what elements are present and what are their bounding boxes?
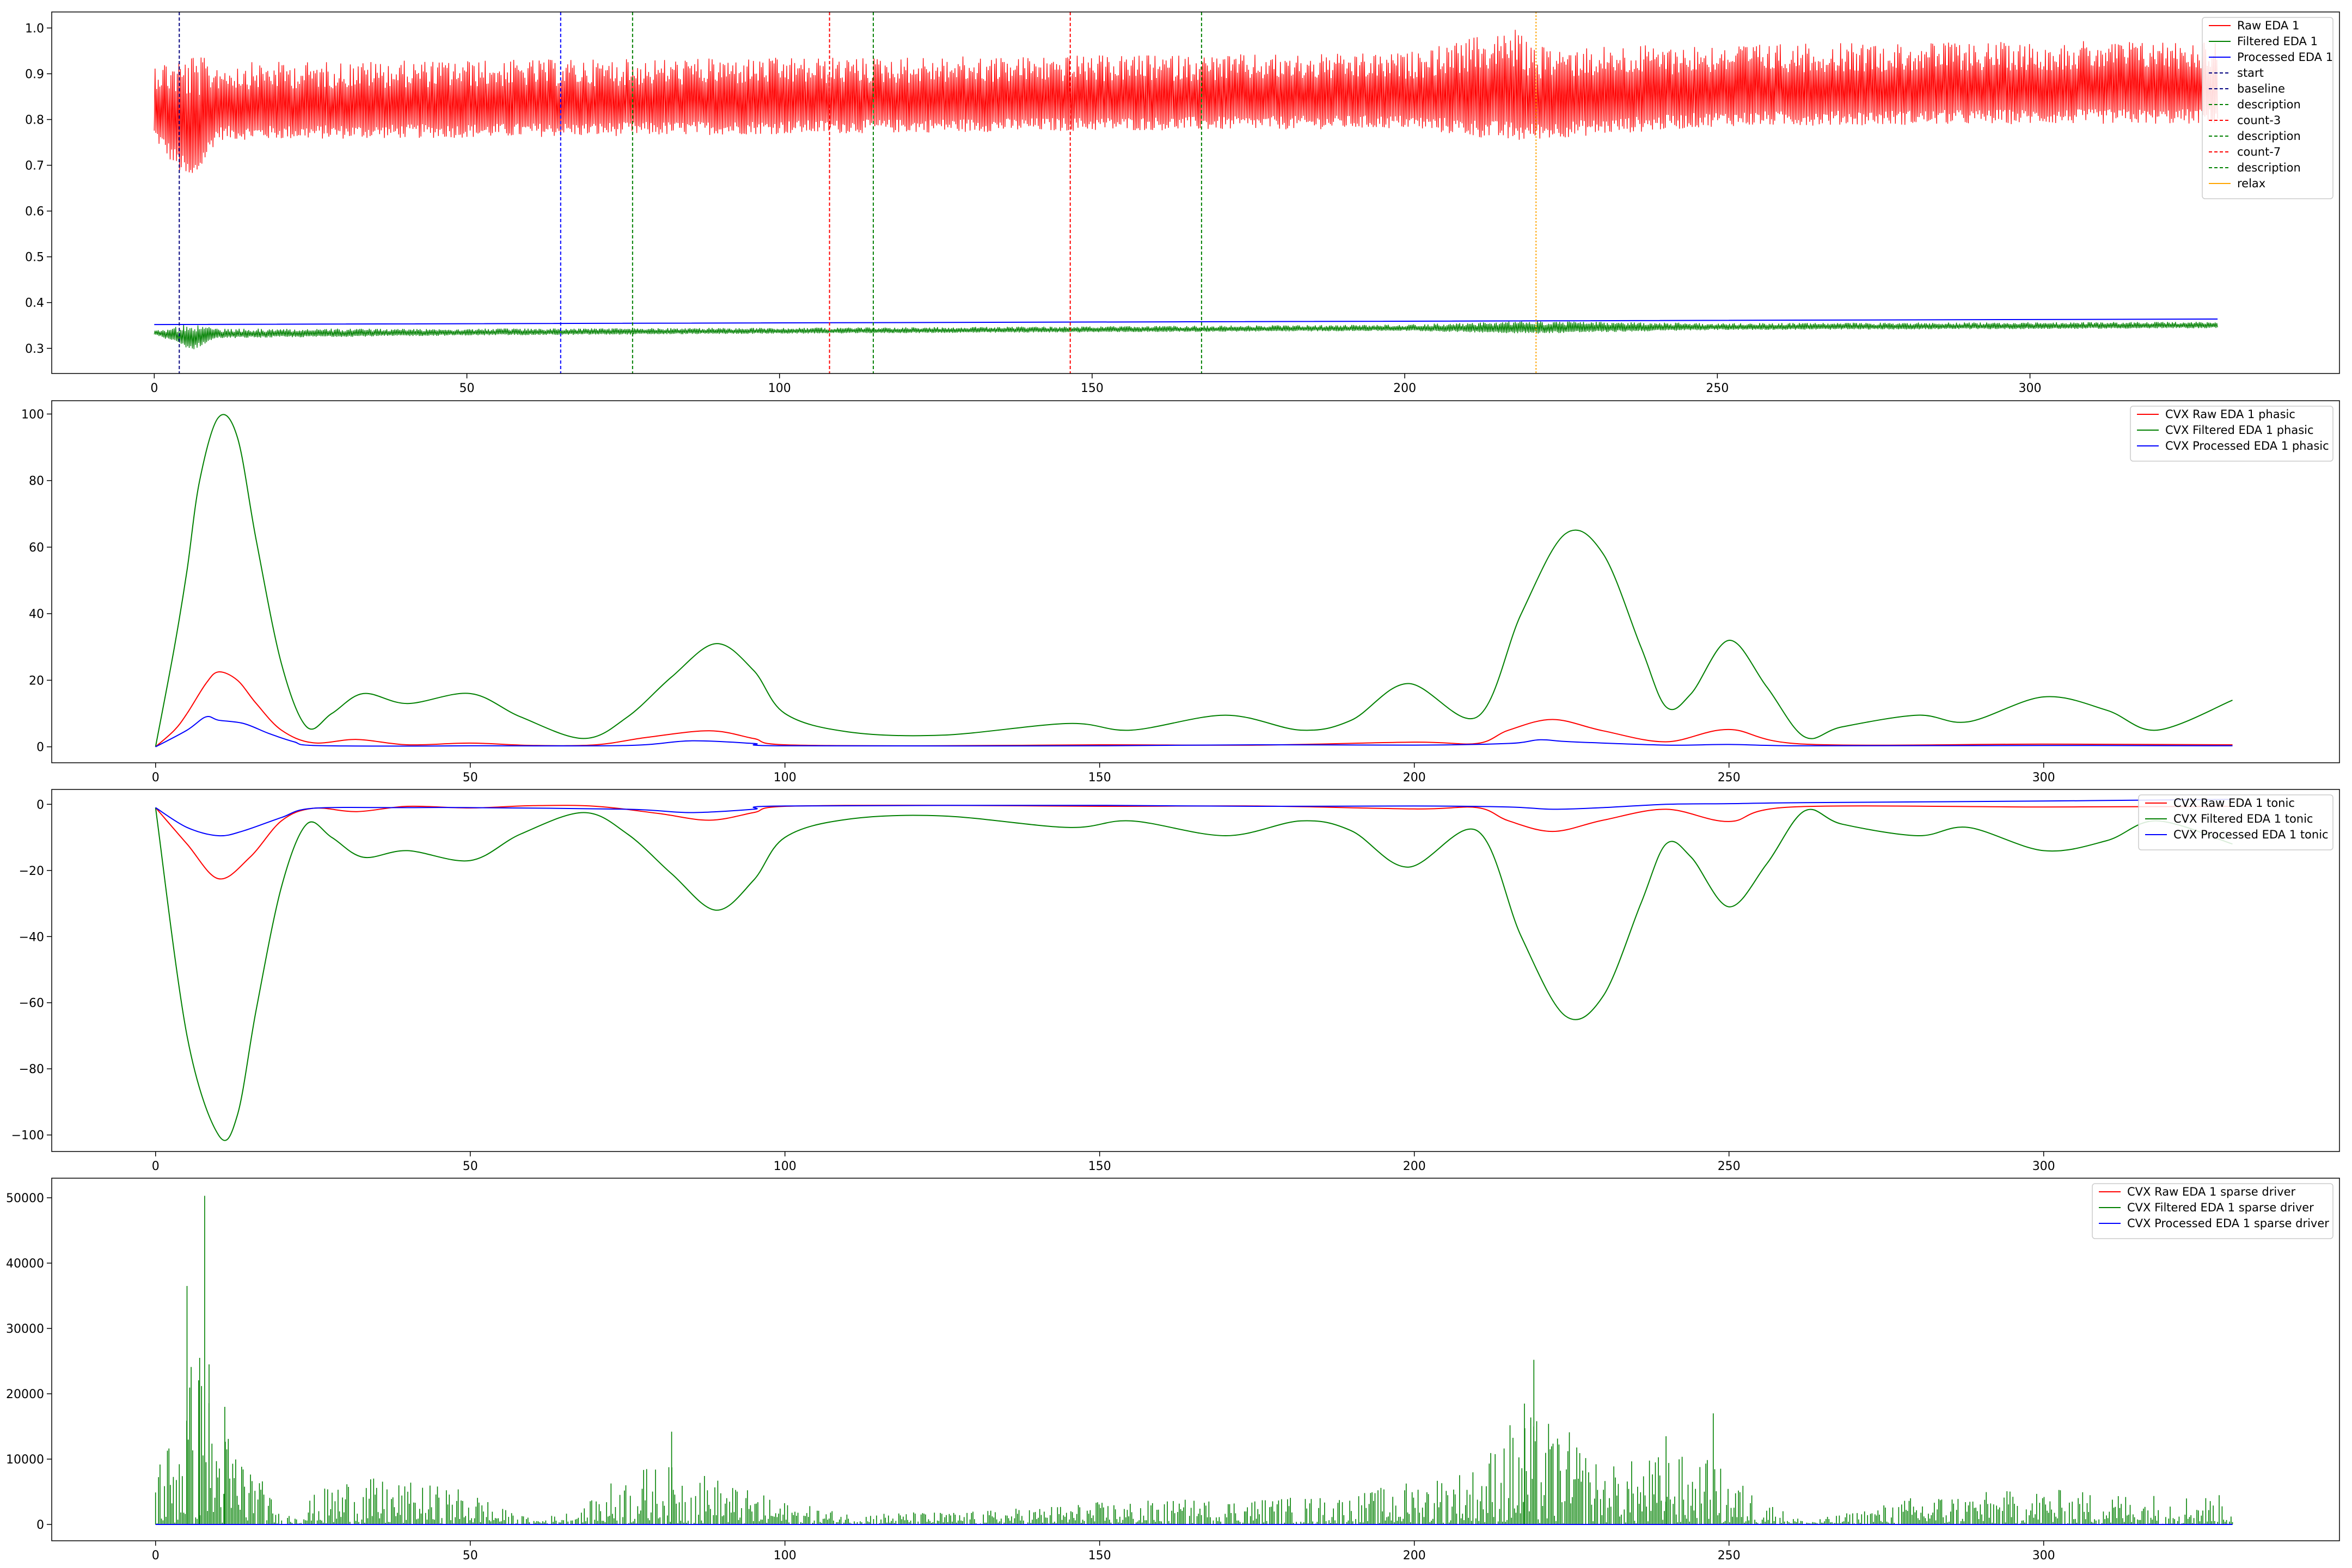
legend-label: CVX Processed EDA 1 tonic (2173, 828, 2329, 841)
y-tick-label: −20 (19, 865, 44, 878)
y-tick-label: 0 (36, 741, 44, 755)
x-tick-label: 0 (152, 1549, 160, 1563)
x-tick-label: 200 (1403, 1160, 1426, 1173)
legend-label: description (2237, 130, 2301, 143)
x-tick-label: 150 (1081, 382, 1104, 395)
x-tick-label: 250 (1718, 1160, 1741, 1173)
y-tick-label: 80 (29, 475, 44, 488)
x-tick-label: 250 (1718, 771, 1741, 785)
legend: CVX Raw EDA 1 phasic CVX Filtered EDA 1 p… (2130, 406, 2333, 461)
legend-label: CVX Filtered EDA 1 phasic (2165, 424, 2314, 437)
x-tick-label: 150 (1088, 1160, 1111, 1173)
legend-label: start (2237, 66, 2264, 79)
x-tick-label: 250 (1718, 1549, 1741, 1563)
y-tick-label: 50000 (6, 1192, 44, 1205)
x-tick-label: 200 (1393, 382, 1416, 395)
x-tick-label: 300 (2019, 382, 2042, 395)
y-tick-label: 0.6 (25, 205, 44, 219)
x-tick-label: 50 (463, 771, 478, 785)
legend-label: description (2237, 161, 2301, 174)
legend-label: CVX Filtered EDA 1 tonic (2173, 812, 2313, 825)
legend-label: CVX Raw EDA 1 tonic (2173, 797, 2295, 810)
y-tick-label: −60 (19, 997, 44, 1010)
x-tick-label: 0 (152, 1160, 160, 1173)
legend-label: count-7 (2237, 145, 2281, 158)
legend-label: Raw EDA 1 (2237, 19, 2299, 32)
legend-label: CVX Processed EDA 1 phasic (2165, 439, 2329, 452)
legend-label: count-3 (2237, 114, 2281, 127)
legend-label: baseline (2237, 82, 2285, 95)
x-tick-label: 100 (768, 382, 791, 395)
x-tick-label: 0 (150, 382, 158, 395)
x-tick-label: 150 (1088, 771, 1111, 785)
legend-label: Filtered EDA 1 (2237, 35, 2318, 48)
x-tick-label: 100 (774, 1549, 797, 1563)
y-tick-label: 0.3 (25, 342, 44, 356)
x-tick-label: 0 (152, 771, 160, 785)
y-tick-label: 20 (29, 674, 44, 688)
legend: Raw EDA 1 Filtered EDA 1 Processed EDA 1 st… (2202, 17, 2333, 199)
y-tick-label: 0 (36, 1518, 44, 1532)
legend-label: CVX Filtered EDA 1 sparse driver (2127, 1201, 2314, 1214)
y-tick-label: 0.4 (25, 297, 44, 310)
x-tick-label: 50 (463, 1160, 478, 1173)
y-tick-label: 60 (29, 541, 44, 555)
x-tick-label: 300 (2032, 1549, 2055, 1563)
x-tick-label: 300 (2032, 1160, 2055, 1173)
legend-label: description (2237, 98, 2301, 111)
y-tick-label: −100 (11, 1129, 44, 1143)
x-tick-label: 250 (1706, 382, 1729, 395)
y-tick-label: 1.0 (25, 22, 44, 35)
x-tick-label: 50 (463, 1549, 478, 1563)
x-tick-label: 100 (774, 771, 797, 785)
y-tick-label: 0 (36, 798, 44, 812)
legend: CVX Raw EDA 1 sparse driver CVX Filtered … (2092, 1184, 2333, 1239)
y-tick-label: 20000 (6, 1388, 44, 1401)
y-tick-label: 0.5 (25, 251, 44, 265)
legend-label: CVX Raw EDA 1 sparse driver (2127, 1185, 2296, 1198)
legend-label: CVX Raw EDA 1 phasic (2165, 408, 2295, 421)
legend-label: relax (2237, 177, 2265, 190)
y-tick-label: −40 (19, 930, 44, 944)
y-tick-label: 0.7 (25, 160, 44, 173)
legend-label: CVX Processed EDA 1 sparse driver (2127, 1217, 2329, 1230)
y-tick-label: 0.9 (25, 68, 44, 81)
y-tick-label: 40000 (6, 1257, 44, 1271)
y-tick-label: 100 (21, 408, 44, 421)
x-tick-label: 100 (774, 1160, 797, 1173)
y-tick-label: −80 (19, 1063, 44, 1076)
legend: CVX Raw EDA 1 tonic CVX Filtered EDA 1 to… (2139, 795, 2333, 850)
x-tick-label: 150 (1088, 1549, 1111, 1563)
x-tick-label: 200 (1403, 1549, 1426, 1563)
x-tick-label: 300 (2032, 771, 2055, 785)
y-tick-label: 10000 (6, 1453, 44, 1467)
y-tick-label: 30000 (6, 1322, 44, 1336)
legend-label: Processed EDA 1 (2237, 51, 2333, 64)
x-tick-label: 50 (460, 382, 475, 395)
x-tick-label: 200 (1403, 771, 1426, 785)
y-tick-label: 0.8 (25, 114, 44, 127)
y-tick-label: 40 (29, 608, 44, 621)
